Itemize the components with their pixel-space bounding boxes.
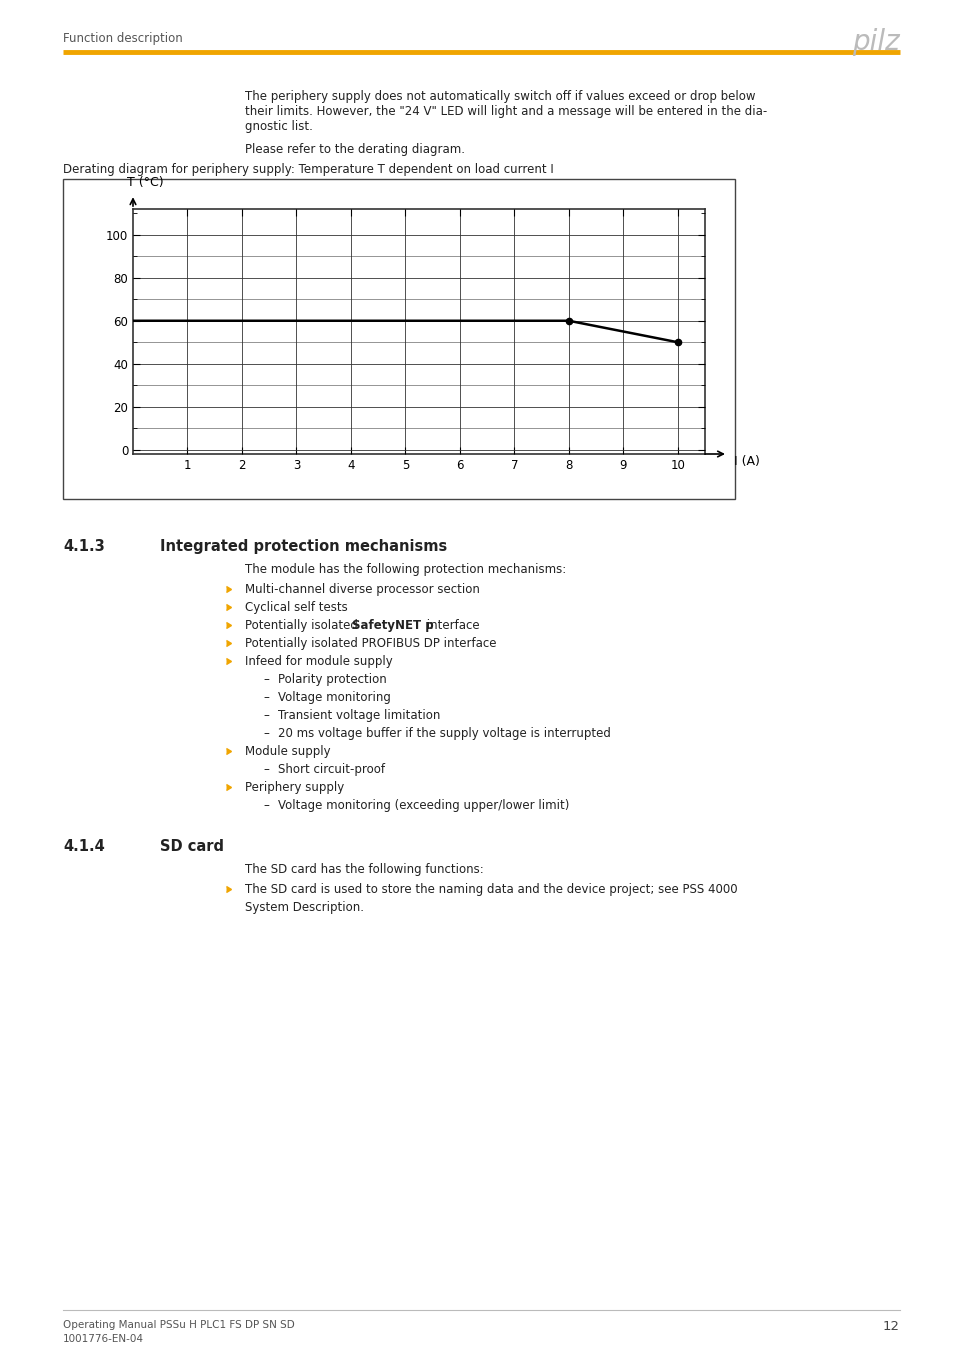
Text: –: – [263, 674, 269, 686]
Text: –: – [263, 763, 269, 776]
Text: SD card: SD card [160, 838, 224, 855]
Text: 1001776-EN-04: 1001776-EN-04 [63, 1334, 144, 1345]
Text: Polarity protection: Polarity protection [277, 674, 386, 686]
Text: 4.1.3: 4.1.3 [63, 539, 105, 553]
Text: –: – [263, 728, 269, 740]
Text: 12: 12 [882, 1320, 899, 1332]
Bar [63, 180, 734, 500]
Text: Infeed for module supply: Infeed for module supply [245, 655, 393, 668]
Text: The SD card is used to store the naming data and the device project; see PSS 400: The SD card is used to store the naming … [245, 883, 737, 896]
Text: 4.1.4: 4.1.4 [63, 838, 105, 855]
Text: Multi-channel diverse processor section: Multi-channel diverse processor section [245, 583, 479, 595]
Text: Voltage monitoring: Voltage monitoring [277, 691, 391, 703]
Text: Please refer to the derating diagram.: Please refer to the derating diagram. [245, 143, 464, 157]
Text: interface: interface [422, 620, 479, 632]
Text: Function description: Function description [63, 32, 183, 45]
Text: System Description.: System Description. [245, 900, 364, 914]
Text: Potentially isolated: Potentially isolated [245, 620, 361, 632]
Text: Voltage monitoring (exceeding upper/lower limit): Voltage monitoring (exceeding upper/lowe… [277, 799, 569, 811]
Text: –: – [263, 691, 269, 703]
Text: pilz: pilz [851, 28, 899, 55]
Text: Cyclical self tests: Cyclical self tests [245, 601, 348, 614]
Text: 20 ms voltage buffer if the supply voltage is interrupted: 20 ms voltage buffer if the supply volta… [277, 728, 610, 740]
Text: SafetyNET p: SafetyNET p [352, 620, 434, 632]
Text: The periphery supply does not automatically switch off if values exceed or drop : The periphery supply does not automatica… [245, 90, 755, 103]
Text: The module has the following protection mechanisms:: The module has the following protection … [245, 563, 566, 576]
Text: Integrated protection mechanisms: Integrated protection mechanisms [160, 539, 447, 553]
Text: I (A): I (A) [733, 455, 759, 468]
Text: Module supply: Module supply [245, 745, 331, 757]
Text: Potentially isolated PROFIBUS DP interface: Potentially isolated PROFIBUS DP interfa… [245, 637, 496, 649]
Text: The SD card has the following functions:: The SD card has the following functions: [245, 863, 483, 876]
Text: Operating Manual PSSu H PLC1 FS DP SN SD: Operating Manual PSSu H PLC1 FS DP SN SD [63, 1320, 294, 1330]
Text: Derating diagram for periphery supply: Temperature T dependent on load current I: Derating diagram for periphery supply: T… [63, 163, 553, 176]
Text: Periphery supply: Periphery supply [245, 782, 344, 794]
Text: Short circuit-proof: Short circuit-proof [277, 763, 385, 776]
Text: –: – [263, 799, 269, 811]
Text: –: – [263, 709, 269, 722]
Text: T (°C): T (°C) [127, 177, 164, 189]
Text: Transient voltage limitation: Transient voltage limitation [277, 709, 440, 722]
Text: gnostic list.: gnostic list. [245, 120, 313, 134]
Text: their limits. However, the "24 V" LED will light and a message will be entered i: their limits. However, the "24 V" LED wi… [245, 105, 766, 117]
